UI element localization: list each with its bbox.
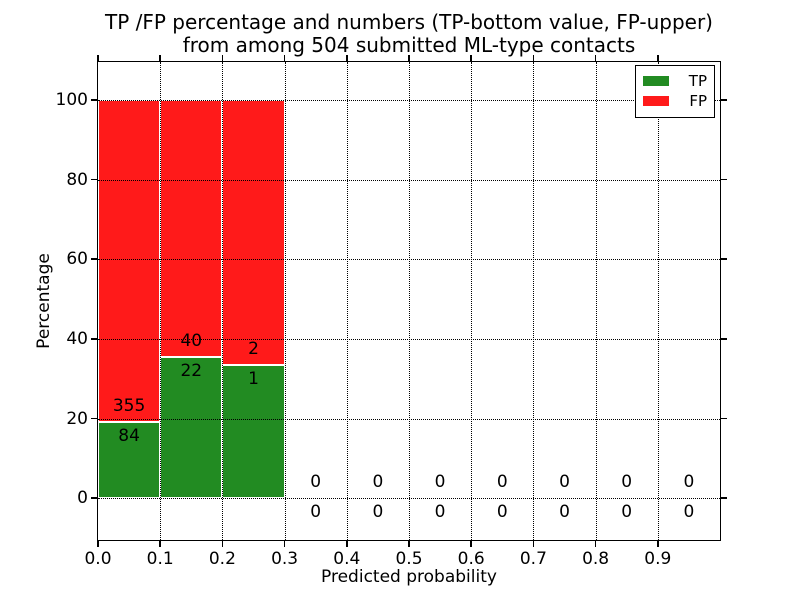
x-tick-label: 0.3	[271, 549, 299, 569]
fp-count-label: 355	[112, 396, 146, 417]
x-tick-mark	[97, 541, 99, 547]
fp-count-label: 40	[180, 330, 203, 351]
y-tick-mark-right	[721, 497, 727, 499]
v-gridline	[160, 62, 162, 540]
legend-label-tp: TP	[688, 71, 707, 90]
v-gridline	[409, 62, 410, 540]
value-labels-layer: 355 84 40 22 2 1 0 0 0 0 0 0 0 0 0 0 0 0 0 0	[98, 62, 720, 540]
x-tick-label: 0.2	[208, 549, 236, 569]
y-tick-mark-right	[721, 417, 727, 420]
fp-count-label: 0	[372, 472, 384, 493]
v-gridline	[657, 62, 659, 540]
x-tick-label: 0.7	[519, 549, 547, 569]
tp-count-label: 1	[248, 369, 259, 390]
y-tick-mark-right	[721, 258, 727, 260]
v-gridline	[284, 62, 286, 540]
tp-count-label: 0	[621, 502, 633, 523]
x-tick-mark-top	[657, 55, 659, 61]
y-tick-mark	[91, 338, 97, 340]
v-gridline	[533, 62, 535, 540]
x-tick-mark-top	[532, 55, 535, 61]
tp-count-label: 0	[372, 502, 384, 523]
x-tick-mark-top	[346, 55, 348, 61]
y-tick-mark	[91, 258, 97, 260]
y-tick-mark	[91, 99, 97, 101]
bar-segment-fp	[222, 99, 285, 366]
legend-label-fp: FP	[689, 91, 707, 110]
chart-title: TP /FP percentage and numbers (TP-bottom…	[98, 11, 720, 57]
tp-count-label: 22	[180, 360, 203, 381]
x-tick-label: 0.5	[395, 549, 423, 569]
x-tick-label: 0.4	[333, 549, 361, 569]
v-gridline	[595, 62, 597, 540]
y-tick-mark-right	[721, 99, 727, 101]
y-tick-label: 100	[55, 89, 88, 110]
y-tick-label: 60	[66, 249, 88, 270]
legend-item-fp: FP	[643, 91, 707, 111]
x-tick-mark	[159, 541, 161, 547]
y-tick-label: 0	[77, 488, 88, 509]
x-tick-label: 0.1	[146, 549, 174, 569]
y-tick-label: 80	[66, 169, 88, 190]
x-tick-mark	[657, 541, 659, 547]
x-tick-mark-top	[221, 55, 224, 61]
tp-count-label: 0	[496, 502, 508, 523]
x-axis-title: Predicted probability	[321, 567, 497, 587]
legend: TP FP	[635, 65, 715, 118]
fp-count-label: 2	[248, 339, 259, 360]
v-gridline	[471, 62, 473, 540]
x-tick-mark-top	[97, 55, 99, 61]
x-tick-mark	[532, 541, 535, 547]
tp-count-label: 0	[683, 502, 695, 523]
x-tick-mark	[408, 541, 410, 547]
y-tick-label: 40	[66, 328, 88, 349]
x-tick-mark-top	[470, 55, 472, 61]
x-tick-mark	[221, 541, 224, 547]
bar-segment-fp	[160, 99, 223, 357]
bar-segment-fp	[98, 99, 161, 422]
legend-item-tp: TP	[643, 71, 707, 91]
tp-color-swatch	[643, 76, 669, 86]
tp-count-label: 0	[310, 502, 322, 523]
fp-count-label: 0	[496, 472, 508, 493]
x-tick-mark	[283, 541, 286, 547]
x-tick-mark-top	[594, 55, 597, 61]
y-tick-mark	[91, 417, 97, 420]
x-tick-mark-top	[159, 55, 161, 61]
chart-title-line-1: TP /FP percentage and numbers (TP-bottom…	[105, 10, 713, 34]
y-axis-title: Percentage	[34, 253, 54, 349]
bars-layer	[98, 62, 720, 540]
y-tick-mark	[91, 178, 97, 181]
x-tick-mark-top	[283, 55, 286, 61]
tp-count-label: 0	[434, 502, 446, 523]
fp-color-swatch	[643, 96, 669, 106]
y-tick-mark	[91, 497, 97, 499]
tp-count-label: 84	[118, 425, 140, 446]
v-gridline	[222, 62, 224, 540]
x-tick-label: 0.0	[84, 549, 112, 569]
x-tick-mark-top	[408, 55, 410, 61]
plot-area: 355 84 40 22 2 1 0 0 0 0 0 0 0 0 0 0 0 0 0 0 TP FP 0.0 0.1 0.…	[56, 55, 727, 569]
fp-count-label: 0	[621, 472, 633, 493]
bar-segment-tp	[98, 421, 161, 499]
y-tick-mark-right	[721, 338, 727, 340]
fp-count-label: 0	[683, 472, 695, 493]
tp-count-label: 0	[559, 502, 570, 523]
v-gridline	[346, 62, 348, 540]
y-tick-label: 20	[66, 408, 88, 429]
x-tick-mark	[470, 541, 472, 547]
x-tick-label: 0.8	[582, 549, 610, 569]
x-tick-mark	[346, 541, 348, 547]
fp-count-label: 0	[310, 472, 322, 493]
grid-layer	[98, 62, 720, 540]
x-tick-label: 0.6	[457, 549, 485, 569]
y-tick-mark-right	[721, 178, 727, 181]
x-tick-label: 0.9	[644, 549, 672, 569]
x-tick-mark	[594, 541, 597, 547]
fp-count-label: 0	[434, 472, 446, 493]
fp-count-label: 0	[559, 472, 570, 493]
chart-title-line-2: from among 504 submitted ML-type contact…	[182, 33, 636, 57]
